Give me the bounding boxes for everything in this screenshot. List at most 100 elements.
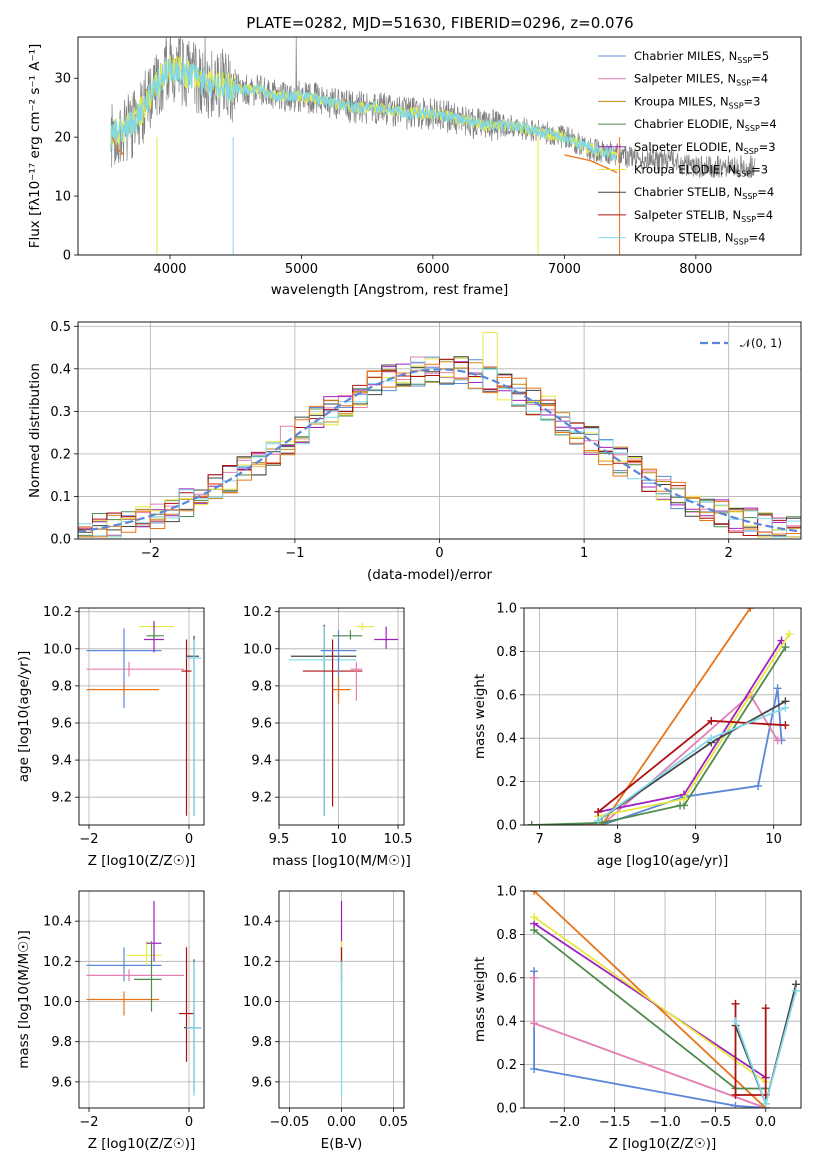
x-tick-label: −2 [79,832,98,847]
y-axis-label: age [log10(age/yr)] [16,651,32,783]
weight-marker [746,608,755,612]
weight-marker [791,986,800,995]
weight-marker [679,794,688,803]
x-axis-label: E(B-V) [321,1136,363,1152]
weight-marker [761,1099,770,1108]
axes-background [279,608,404,825]
histogram-step [78,363,801,538]
panel-spectrum: 4000 5000 6000 7000 8000 0 10 20 30 Chabrier MILE… [27,36,802,298]
legend-entry: 𝒩(0, 1) [740,336,782,350]
y-tick-label: 1.0 [496,885,517,900]
figure-title: PLATE=0282, MJD=51630, FIBERID=0296, z=0… [246,14,633,32]
x-tick-label: 10.5 [384,832,413,847]
weight-marker [785,630,794,639]
x-axis-label: (data-model)/error [367,567,493,583]
legend-entry: Salpeter ELODIE, NSSP=3 [634,140,776,156]
y-tick-label: 0.2 [496,1058,517,1073]
x-tick-label: −0.5 [700,1115,732,1130]
x-tick-label: 2 [725,546,733,561]
panel-mass-weight-vs-age: 7 8 9 10 0.0 0.2 0.4 0.6 0.8 1.0 age [log10(age/yr… [472,602,802,869]
weight-marker [530,1064,539,1073]
weight-marker [731,999,740,1008]
legend: Chabrier MILES, NSSP=5 Salpeter MILES, NS… [598,49,777,247]
legend-entry: Kroupa STELIB, NSSP=4 [634,231,765,247]
weight-marker [731,1101,740,1108]
y-tick-label: 0.0 [496,819,517,834]
plot-area [78,332,801,538]
axes-frame [523,890,802,1109]
weight-line [531,688,783,825]
y-axis-label: mass weight [472,957,488,1042]
plot-area [110,37,756,255]
y-tick-label: 0.6 [496,971,517,986]
weight-marker [530,913,539,922]
legend-entry: Kroupa MILES, NSSP=3 [634,94,760,110]
plot-area [527,608,794,825]
weight-marker [527,821,536,825]
weight-marker [754,781,763,790]
panel-mass-weight-vs-Z: −2.0 −1.5 −1.0 −0.5 0.0 0.0 0.2 0.4 0.6 0.8 1.0 Z [… [472,885,802,1152]
axes-frame [77,321,802,540]
axes-background [524,608,801,825]
legend-entry: Chabrier MILES, NSSP=5 [634,49,769,65]
y-tick-label: 10 [54,190,71,205]
x-tick-label: −0.05 [269,1115,309,1130]
axes-background [79,608,204,825]
y-axis-label: Normed distribution [27,363,43,498]
weight-line [531,608,752,825]
x-tick-label: −1.0 [649,1115,681,1130]
panel-mass-vs-ebv: −0.05 0.00 0.05 9.6 9.8 10.0 10.2 10.4 E(B-V) [243,890,408,1152]
x-axis-label: age [log10(age/yr)] [597,853,729,869]
axes-frame [78,607,205,826]
y-tick-label: 0 [63,249,71,264]
y-tick-label: 0.5 [50,320,71,335]
y-tick-label: 10.4 [243,915,272,930]
weight-marker [707,716,716,725]
y-tick-label: 0.4 [496,732,517,747]
weight-marker [781,721,790,730]
x-tick-label: 0 [185,832,193,847]
legend-entry: Salpeter MILES, NSSP=4 [634,72,768,88]
weight-marker [530,891,539,895]
x-tick-label: −2.0 [549,1115,581,1130]
y-tick-label: 10.2 [43,605,72,620]
y-tick-label: 30 [54,72,71,87]
x-axis-label: Z [log10(Z/Z☉)] [88,1136,196,1152]
axes-frame [77,36,802,256]
x-tick-label: 0.05 [379,1115,408,1130]
x-axis-label: wavelength [Angstrom, rest frame] [271,282,509,298]
gaussian-curve [78,368,801,533]
x-tick-label: 0.0 [755,1115,776,1130]
x-tick-label: 10 [330,832,347,847]
y-tick-label: 0.0 [496,1102,517,1117]
x-tick-label: 10 [765,832,782,847]
axes-frame [78,890,205,1109]
x-axis-label: Z [log10(Z/Z☉)] [88,853,196,869]
x-tick-label: 0.00 [327,1115,356,1130]
x-tick-label: 4000 [153,262,186,277]
model-spectrum-line [110,58,618,161]
y-tick-label: 0.3 [50,405,71,420]
weight-marker [731,1017,740,1026]
weight-marker [594,816,603,825]
y-tick-label: 10.0 [43,642,72,657]
panel-age-vs-Z: −2 0 9.2 9.4 9.6 9.8 10.0 10.2 Z [log10(Z/Z☉)] ag… [16,605,205,869]
x-tick-label: −2 [141,546,160,561]
y-tick-label: 0.4 [496,1015,517,1030]
y-tick-label: 10.0 [43,995,72,1010]
y-tick-label: 9.6 [251,716,272,731]
y-tick-label: 0.2 [50,447,71,462]
weight-marker [530,1019,539,1028]
x-tick-label: 7 [535,832,543,847]
axes-frame [278,890,405,1109]
panel-mass-vs-Z: −2 0 9.6 9.8 10.0 10.2 10.4 Z [log10(Z/Z☉)] mass… [16,890,205,1152]
y-tick-label: 9.8 [51,679,72,694]
y-tick-label: 10.0 [243,642,272,657]
model-spectrum-start [111,136,125,156]
x-tick-label: 7000 [548,262,581,277]
y-tick-label: 0.4 [50,362,71,377]
y-tick-label: 9.8 [51,1035,72,1050]
y-tick-label: 9.8 [251,1035,272,1050]
x-tick-label: 8 [613,832,621,847]
